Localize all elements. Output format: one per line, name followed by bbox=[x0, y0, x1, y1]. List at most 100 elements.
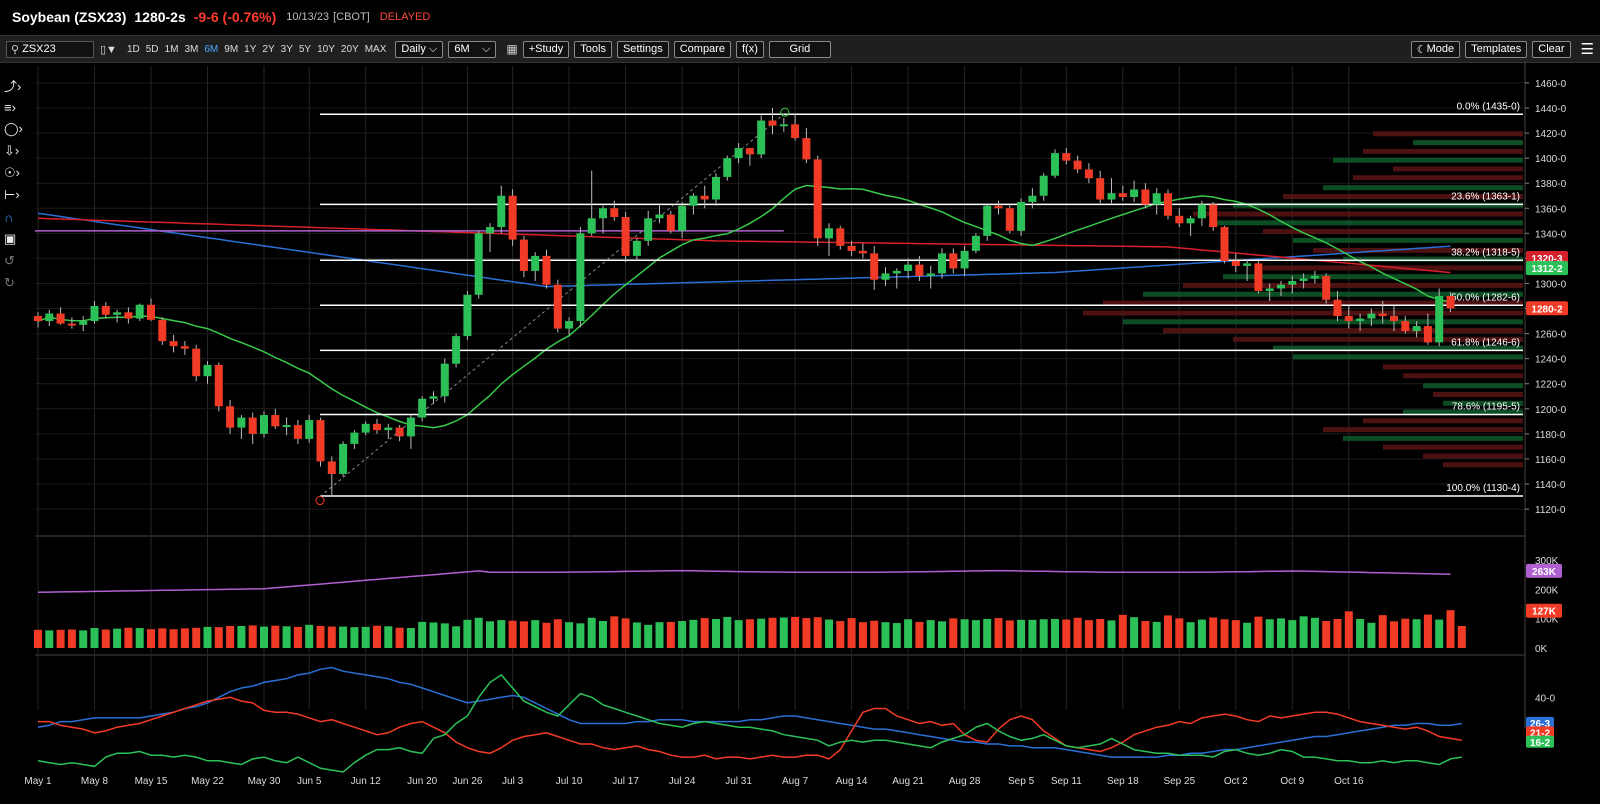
candle-down bbox=[158, 319, 167, 342]
clear-button[interactable]: Clear bbox=[1532, 40, 1571, 58]
candle-down bbox=[949, 253, 958, 269]
volume-bar bbox=[768, 617, 777, 648]
menu-icon[interactable]: ☰ bbox=[1580, 41, 1594, 58]
arrow-tool-icon[interactable]: ⇩› bbox=[4, 143, 20, 158]
volume-bar bbox=[655, 622, 664, 648]
range-max[interactable]: MAX bbox=[364, 43, 387, 55]
volume-bar bbox=[994, 618, 1003, 648]
redo-icon[interactable]: ↻ bbox=[4, 275, 15, 290]
function-button[interactable]: f(x) bbox=[735, 40, 764, 58]
candle-up bbox=[497, 195, 506, 228]
volume-bar bbox=[1084, 620, 1093, 648]
candlestick-icon[interactable]: ▯▼ bbox=[100, 43, 117, 56]
templates-button[interactable]: Templates bbox=[1465, 40, 1528, 58]
candle-up bbox=[135, 304, 144, 319]
range-20y[interactable]: 20Y bbox=[340, 43, 359, 55]
volume-profile-bar bbox=[1403, 409, 1523, 415]
candle-down bbox=[67, 323, 76, 326]
volume-bar bbox=[350, 627, 359, 648]
date-tick-label: Aug 28 bbox=[949, 776, 981, 787]
date-tick-label: Jun 5 bbox=[297, 776, 322, 787]
volume-bar bbox=[1039, 619, 1048, 648]
interval-select[interactable]: Daily ⌵ bbox=[395, 40, 444, 58]
fib-tool-icon[interactable]: ≡› bbox=[4, 99, 16, 115]
candle-down bbox=[553, 284, 562, 329]
range-2y[interactable]: 2Y bbox=[262, 43, 275, 55]
lock-icon[interactable]: ▣ bbox=[4, 231, 17, 246]
date-tick-label: Jul 24 bbox=[669, 776, 696, 787]
range-selector: 1D 5D 1M 3M 6M 9M 1Y 2Y 3Y 5Y 10Y 20Y MAX bbox=[121, 44, 386, 55]
oi-badge-bg bbox=[1526, 563, 1562, 578]
symbol-search-input[interactable]: ⚲ ZSX23 bbox=[6, 40, 94, 58]
range-1d[interactable]: 1D bbox=[126, 43, 140, 55]
candle-down bbox=[836, 228, 845, 246]
di-plus-line bbox=[37, 673, 1462, 773]
candle-down bbox=[327, 461, 336, 474]
range-3m[interactable]: 3M bbox=[184, 43, 199, 55]
candle-down bbox=[101, 306, 110, 315]
volume-bar bbox=[700, 618, 709, 648]
tools-button[interactable]: Tools bbox=[574, 40, 612, 58]
volume-bar bbox=[1412, 619, 1421, 648]
ma-red-badge: 1320-3 bbox=[1531, 254, 1563, 265]
mode-button[interactable]: ☾ Mode bbox=[1410, 40, 1461, 58]
settings-button[interactable]: Settings bbox=[616, 40, 669, 58]
range-9m[interactable]: 9M bbox=[224, 43, 239, 55]
volume-profile-bar bbox=[1333, 157, 1523, 163]
volume-bar bbox=[1243, 622, 1252, 648]
date-tick-label: Jun 20 bbox=[407, 776, 437, 787]
candle-up bbox=[45, 313, 54, 322]
candle-down bbox=[271, 415, 280, 427]
drawing-sidebar: ⤴› ≡› ◯› ⇩› ☉› ⊢› ∩ ▣ ↺ ↻ bbox=[0, 74, 30, 294]
open-interest-line bbox=[37, 569, 1451, 594]
volume-bar bbox=[666, 621, 675, 648]
price-tick-label: 1260-0 bbox=[1535, 330, 1567, 341]
volume-bar bbox=[226, 626, 235, 648]
price-chart[interactable]: May 1 May 8 May 15 May 22 May 30 Jun 5 Jun 12 J… bbox=[0, 62, 1600, 804]
ma-blue-badge: 1312-2 bbox=[1531, 264, 1563, 275]
calendar-icon[interactable]: ▦ bbox=[506, 42, 518, 56]
shape-tool-icon[interactable]: ◯› bbox=[4, 121, 23, 136]
interval-value: Daily bbox=[401, 43, 426, 55]
candle-down bbox=[1446, 296, 1455, 309]
volume-bar bbox=[621, 618, 630, 648]
grid-button[interactable]: Grid bbox=[768, 40, 831, 58]
chart-toolbar: ⚲ ZSX23 ▯▼ 1D 5D 1M 3M 6M 9M 1Y 2Y 3Y 5Y 10Y 20Y MAX… bbox=[0, 35, 1600, 63]
candle-down bbox=[1141, 189, 1150, 205]
measure-tool-icon[interactable]: ⊢› bbox=[4, 187, 20, 202]
range-5d[interactable]: 5D bbox=[145, 43, 159, 55]
candle-up bbox=[531, 255, 540, 271]
moon-icon: ☾ bbox=[1416, 43, 1427, 56]
annotation-tool-icon[interactable]: ☉› bbox=[4, 165, 20, 180]
di-plus-badge-bg bbox=[1526, 735, 1554, 748]
magnet-icon[interactable]: ∩ bbox=[4, 209, 14, 225]
add-study-button[interactable]: +Study bbox=[522, 40, 570, 58]
volume-bar bbox=[542, 622, 551, 648]
candle-up bbox=[678, 205, 687, 231]
range-1m[interactable]: 1M bbox=[164, 43, 179, 55]
date-tick-label: May 30 bbox=[248, 776, 281, 787]
range-6m[interactable]: 6M bbox=[204, 43, 219, 55]
period-select[interactable]: 6M ⌵ bbox=[448, 40, 497, 58]
volume-bar bbox=[1073, 617, 1082, 648]
line-tool-icon[interactable]: ⤴› bbox=[4, 78, 22, 94]
candle-down bbox=[1378, 313, 1387, 317]
volume-bar bbox=[949, 618, 958, 648]
volume-bar bbox=[1164, 615, 1172, 648]
volume-bar bbox=[316, 626, 325, 648]
volume-profile-bar bbox=[1343, 435, 1523, 441]
volume-bar bbox=[1231, 620, 1240, 648]
candle-down bbox=[1073, 160, 1082, 170]
range-10y[interactable]: 10Y bbox=[317, 43, 335, 55]
price-tick-label: 1140-0 bbox=[1535, 480, 1566, 491]
range-5y[interactable]: 5Y bbox=[298, 43, 312, 55]
volume-tick-label: 100K bbox=[1535, 615, 1559, 626]
undo-icon[interactable]: ↺ bbox=[4, 253, 15, 268]
candle-down bbox=[316, 420, 325, 462]
candle-up bbox=[712, 176, 720, 200]
candle-down bbox=[791, 124, 800, 139]
range-3y[interactable]: 3Y bbox=[280, 43, 293, 55]
volume-bar bbox=[1367, 622, 1376, 648]
compare-button[interactable]: Compare bbox=[673, 40, 731, 58]
range-1y[interactable]: 1Y bbox=[244, 43, 257, 55]
